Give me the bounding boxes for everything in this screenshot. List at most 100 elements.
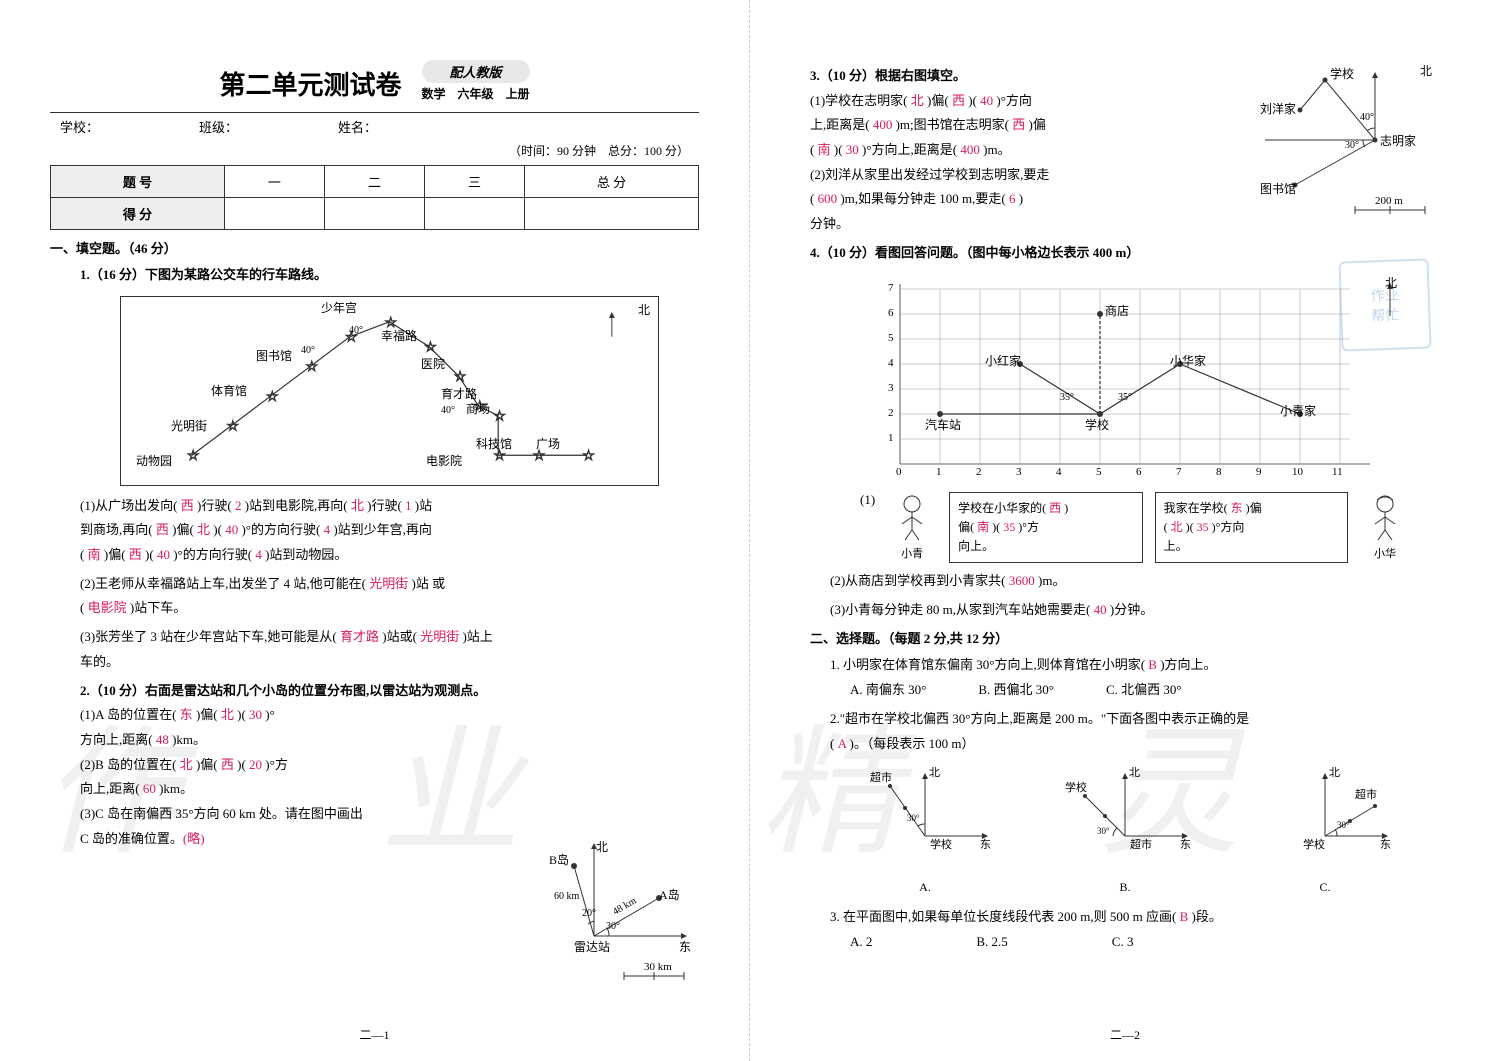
sub1: (1) xyxy=(860,492,875,508)
stop-label: 体育馆 xyxy=(211,382,247,399)
svg-text:学校: 学校 xyxy=(930,837,952,851)
scale: 200 m xyxy=(1375,195,1403,207)
score-row-label: 得 分 xyxy=(51,198,225,230)
stop-label: 商场 xyxy=(466,400,490,417)
svg-text:☆: ☆ xyxy=(454,369,466,384)
q1-p3: (3)张芳坐了 3 站在少年宫站下车,她可能是从( 育才路 )站或( 光明街 )… xyxy=(80,625,699,674)
school-label: 学校 xyxy=(1330,65,1354,82)
svg-text:超市: 超市 xyxy=(870,770,892,784)
choice-row: 超市 北 东 学校 30° A. 学校 北 东 超市 30° B. xyxy=(830,766,1420,895)
svg-text:☆: ☆ xyxy=(226,418,238,433)
north: 北 xyxy=(596,838,608,855)
grid-bus: 汽车站 xyxy=(925,416,961,433)
svg-text:超市: 超市 xyxy=(1355,787,1377,801)
liuyang-label: 刘洋家 xyxy=(1260,100,1296,117)
svg-text:北: 北 xyxy=(929,766,940,779)
page-footer-left: 二—1 xyxy=(50,1026,699,1043)
dist: 60 km xyxy=(554,891,579,902)
grid-xiaohua: 小华家 xyxy=(1170,352,1206,369)
score-cell xyxy=(324,198,424,230)
page-right: 作业 帮忙 3.（10 分）根据右图填空。 (1)学校在志明家( 北 )偏( 西… xyxy=(750,0,1500,1061)
stop-label: 图书馆 xyxy=(256,347,292,364)
section1-title: 一、填空题。（46 分） xyxy=(50,238,699,257)
score-col: 总 分 xyxy=(525,166,699,198)
angle: 35° xyxy=(1118,392,1132,403)
info-line: 学校： 班级： 姓名： xyxy=(50,112,699,140)
choice-b: 学校 北 东 超市 30° B. xyxy=(1030,766,1220,895)
compass: 北 xyxy=(1385,274,1397,291)
s2-q1: 1. 小明家在体育馆东偏南 30°方向上,则体育馆在小明家( B )方向上。 A… xyxy=(830,653,1450,702)
radar-label: 雷达站 xyxy=(574,938,610,955)
score-col: 题 号 xyxy=(51,166,225,198)
svg-text:北: 北 xyxy=(1129,766,1140,779)
page-footer-right: 二—2 xyxy=(800,1026,1450,1043)
north: 北 xyxy=(1420,62,1432,79)
score-cell xyxy=(425,198,525,230)
stop-label: 幸福路 xyxy=(381,327,417,344)
s2-q3: 3. 在平面图中,如果每单位长度线段代表 200 m,则 500 m 应画( B… xyxy=(830,905,1450,954)
svg-text:东: 东 xyxy=(1380,838,1391,851)
angle: 30° xyxy=(606,921,620,932)
svg-text:超市: 超市 xyxy=(1130,837,1152,851)
speech-box-2: 我家在学校( 东 )偏 ( 北 )( 35 )°方向 上。 xyxy=(1155,492,1348,564)
grid-diagram: 北 商店 小红家 小华家 汽车站 学校 小青家 35° 35° 0 1 2 3 … xyxy=(860,274,1410,484)
stop-label: 广场 xyxy=(536,435,560,452)
svg-text:☆: ☆ xyxy=(187,448,199,463)
library-label: 图书馆 xyxy=(1260,180,1296,197)
svg-text:☆: ☆ xyxy=(266,389,278,404)
svg-text:东: 东 xyxy=(1180,838,1191,851)
char-xiaoqing: 小青 xyxy=(887,492,937,561)
compass-north: 北 xyxy=(638,301,650,318)
svg-text:北: 北 xyxy=(1329,766,1340,779)
svg-text:☆: ☆ xyxy=(582,448,594,463)
version-badge: 配人教版 xyxy=(422,60,530,83)
svg-text:30°: 30° xyxy=(1097,826,1110,836)
angle-label: 40° xyxy=(441,405,455,416)
time-line: （时间：90 分钟 总分：100 分） xyxy=(50,140,699,165)
angle: 20° xyxy=(582,908,596,919)
q4-p3: (3)小青每分钟走 80 m,从家到汽车站她需要走( 40 )分钟。 xyxy=(830,598,1450,623)
version-box: 配人教版 数学 六年级 上册 xyxy=(422,60,530,102)
q3-diagram: 学校 刘洋家 志明家 图书馆 北 200 m 40° 30° xyxy=(1245,60,1445,220)
angle: 30° xyxy=(1345,140,1359,151)
angle: 40° xyxy=(1360,112,1374,123)
grid-shop: 商店 xyxy=(1105,302,1129,319)
stop-label: 光明街 xyxy=(171,417,207,434)
a-island: A岛 xyxy=(659,886,680,903)
svg-text:30°: 30° xyxy=(907,813,920,823)
q1-p2: (2)王老师从幸福路站上车,出发坐了 4 站,他可能在( 光明街 )站 或 ( … xyxy=(80,572,699,621)
stop-label: 电影院 xyxy=(426,452,462,469)
svg-text:东: 东 xyxy=(980,838,991,851)
speech-box-1: 学校在小华家的( 西 ) 偏( 南 )( 35 )°方 向上。 xyxy=(949,492,1142,564)
svg-text:☆: ☆ xyxy=(306,359,318,374)
page-left: 第二单元测试卷 配人教版 数学 六年级 上册 学校： 班级： 姓名： （时间：9… xyxy=(0,0,750,1061)
stop-label: 科技馆 xyxy=(476,435,512,452)
name-label: 姓名： xyxy=(338,117,377,136)
score-col: 二 xyxy=(324,166,424,198)
grid-school: 学校 xyxy=(1085,416,1109,433)
q1-p1: (1)从广场出发向( 西 )行驶( 2 )站到电影院,再向( 北 )行驶( 1 … xyxy=(80,494,699,568)
main-title: 第二单元测试卷 xyxy=(219,65,401,102)
angle-label: 40° xyxy=(301,345,315,356)
s2-q2: 2."超市在学校北偏西 30°方向上,距离是 200 m。"下面各图中表示正确的… xyxy=(830,707,1450,756)
q1-header: 1.（16 分）下图为某路公交车的行车路线。 xyxy=(80,263,699,288)
speech-row: (1) 小青 学校在小华家的( 西 ) 偏( 南 )( 35 )°方 向上。 我… xyxy=(860,492,1410,564)
svg-text:☆: ☆ xyxy=(493,408,505,423)
score-col: 一 xyxy=(224,166,324,198)
q2: 2.（10 分）右面是雷达站和几个小岛的位置分布图,以雷达站为观测点。 (1)A… xyxy=(80,679,489,852)
char-xiaohua: 小华 xyxy=(1360,492,1410,561)
stop-label: 少年宫 xyxy=(321,299,357,316)
stop-label: 医院 xyxy=(421,355,445,372)
angle-label: 40° xyxy=(349,325,363,336)
class-label: 班级： xyxy=(199,117,238,136)
grid-xiaohong: 小红家 xyxy=(985,352,1021,369)
svg-text:☆: ☆ xyxy=(424,339,436,354)
stop-label: 动物园 xyxy=(136,452,172,469)
q3: 3.（10 分）根据右图填空。 (1)学校在志明家( 北 )偏( 西 )( 40… xyxy=(810,64,1240,237)
score-col: 三 xyxy=(425,166,525,198)
scale: 30 km xyxy=(644,961,672,973)
school-label: 学校： xyxy=(60,117,99,136)
bus-diagram: 北 ☆ ☆ ☆ ☆ ☆ ☆ ☆ ☆ ☆ ☆ ☆ ☆ ☆ 动物园 xyxy=(120,296,659,486)
subject-line: 数学 六年级 上册 xyxy=(422,85,530,102)
east: 东 xyxy=(679,938,691,955)
